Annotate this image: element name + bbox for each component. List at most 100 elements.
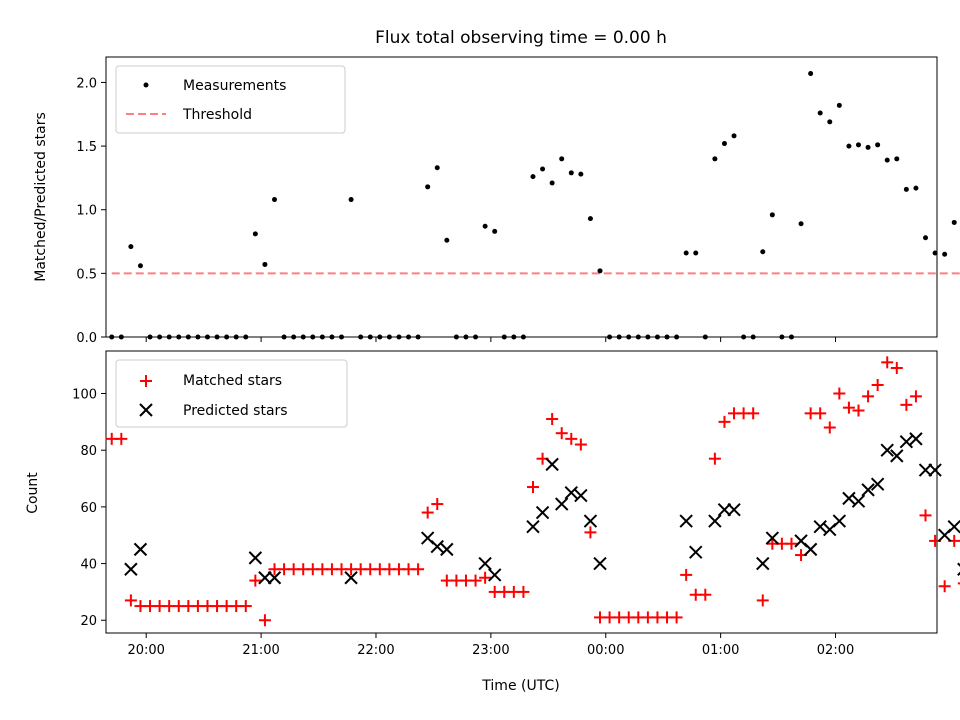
measurement-point	[501, 334, 507, 340]
predicted-star-point	[440, 542, 454, 557]
measurement-point	[741, 334, 747, 340]
measurement-point	[884, 157, 890, 163]
predicted-star-point	[861, 483, 875, 497]
measurement-point	[721, 141, 727, 147]
matched-star-point	[479, 571, 492, 584]
count-x-tick-label: 22:00	[357, 643, 394, 658]
predicted-star-point	[574, 488, 588, 503]
matched-star-point	[412, 563, 425, 576]
predicted-star-point	[708, 514, 722, 528]
measurement-point	[243, 334, 249, 340]
matched-star-point	[814, 407, 827, 420]
predicted-star-point	[267, 571, 282, 585]
matched-star-point	[890, 362, 903, 375]
matched-star-point	[124, 594, 137, 607]
count-legend: Matched stars Predicted stars	[115, 359, 348, 428]
measurement-point	[913, 185, 919, 191]
count-x-axis: 20:00 21:00 22:00 23:00 00:00 01:00 02:00	[127, 633, 854, 658]
matched-star-point	[555, 427, 568, 440]
matched-star-point	[833, 387, 846, 400]
count-x-label: Time (UTC)	[481, 678, 559, 694]
predicted-star-point	[344, 571, 358, 585]
matched-star-point	[718, 415, 731, 428]
predicted-star-point	[535, 505, 550, 520]
count-x-tick-label: 02:00	[817, 643, 854, 658]
matched-star-point	[258, 614, 271, 627]
count-x-tick-label: 01:00	[702, 643, 739, 658]
ratio-y-tick-label: 1.0	[76, 204, 97, 219]
measurement-point	[712, 156, 718, 162]
count-x-tick-label: 23:00	[472, 643, 509, 658]
measurement-point	[482, 223, 488, 229]
measurement-point	[702, 334, 708, 340]
measurement-point	[798, 221, 804, 227]
chart-title: Flux total observing time = 0.00 h	[375, 28, 667, 48]
count-y-axis: 20 40 60 80 100	[72, 388, 106, 629]
predicted-star-point	[918, 463, 933, 477]
matched-star-point	[909, 390, 922, 403]
ratio-x-axis	[145, 337, 837, 342]
matched-star-point	[680, 568, 693, 581]
measurement-point	[769, 212, 775, 218]
measurement-point	[377, 334, 383, 340]
matched-star-point	[708, 452, 721, 465]
measurement-point	[300, 334, 306, 340]
predicted-star-point	[880, 443, 894, 457]
predicted-legend-label: Predicted stars	[183, 403, 288, 419]
measurement-point	[406, 334, 412, 340]
matched-star-point	[747, 407, 760, 420]
measurement-point	[473, 334, 479, 340]
ratio-panel: 0.00.51.01.52.0 Matched/Predicted stars …	[33, 56, 960, 346]
measurement-point	[923, 235, 929, 241]
measurement-point	[176, 334, 182, 340]
measurement-point	[252, 231, 258, 237]
count-legend-box	[115, 359, 348, 428]
measurements-legend-label: Measurements	[183, 78, 286, 94]
matched-star-point	[823, 421, 836, 434]
measurement-point	[750, 334, 756, 340]
measurement-point	[578, 171, 584, 177]
predicted-star-point	[564, 486, 578, 500]
measurement-point	[453, 334, 459, 340]
matched-star-point	[852, 404, 865, 417]
measurement-point	[157, 334, 163, 340]
ratio-y-tick-label: 0.5	[76, 267, 97, 282]
count-series	[105, 356, 960, 627]
measurement-point	[214, 334, 220, 340]
matched-star-point	[938, 580, 951, 593]
predicted-star-point	[756, 556, 770, 571]
measurement-point	[425, 184, 431, 190]
count-y-label: Count	[25, 472, 41, 514]
count-axes-frame	[105, 350, 938, 634]
measurement-point	[903, 186, 909, 192]
measurement-point	[540, 166, 546, 172]
measurement-point	[664, 334, 670, 340]
measurement-point	[788, 334, 794, 340]
ratio-legend: Measurements Threshold	[115, 65, 346, 134]
matched-star-point	[115, 432, 128, 445]
predicted-star-point	[430, 539, 444, 554]
measurement-point	[367, 334, 373, 340]
measurement-point	[281, 334, 287, 340]
measurement-point	[444, 237, 450, 243]
measurement-point	[271, 197, 277, 203]
matched-star-point	[469, 574, 482, 587]
measurement-point	[597, 268, 603, 274]
predicted-star-point	[555, 497, 569, 511]
predicted-star-point	[593, 556, 607, 571]
measurement-point	[415, 334, 421, 340]
ratio-series	[109, 71, 960, 340]
measurement-point	[386, 334, 392, 340]
ratio-y-tick-label: 0.0	[76, 331, 97, 346]
count-x-tick-label: 00:00	[587, 643, 624, 658]
measurement-point	[329, 334, 335, 340]
matched-star-point	[919, 509, 932, 522]
matched-star-point	[785, 537, 798, 550]
predicted-star-point	[526, 520, 540, 534]
matched-star-point	[900, 398, 913, 411]
predicted-star-point	[851, 494, 866, 508]
matched-legend-marker	[140, 375, 152, 387]
measurement-point	[262, 261, 268, 267]
measurement-point	[645, 334, 651, 340]
